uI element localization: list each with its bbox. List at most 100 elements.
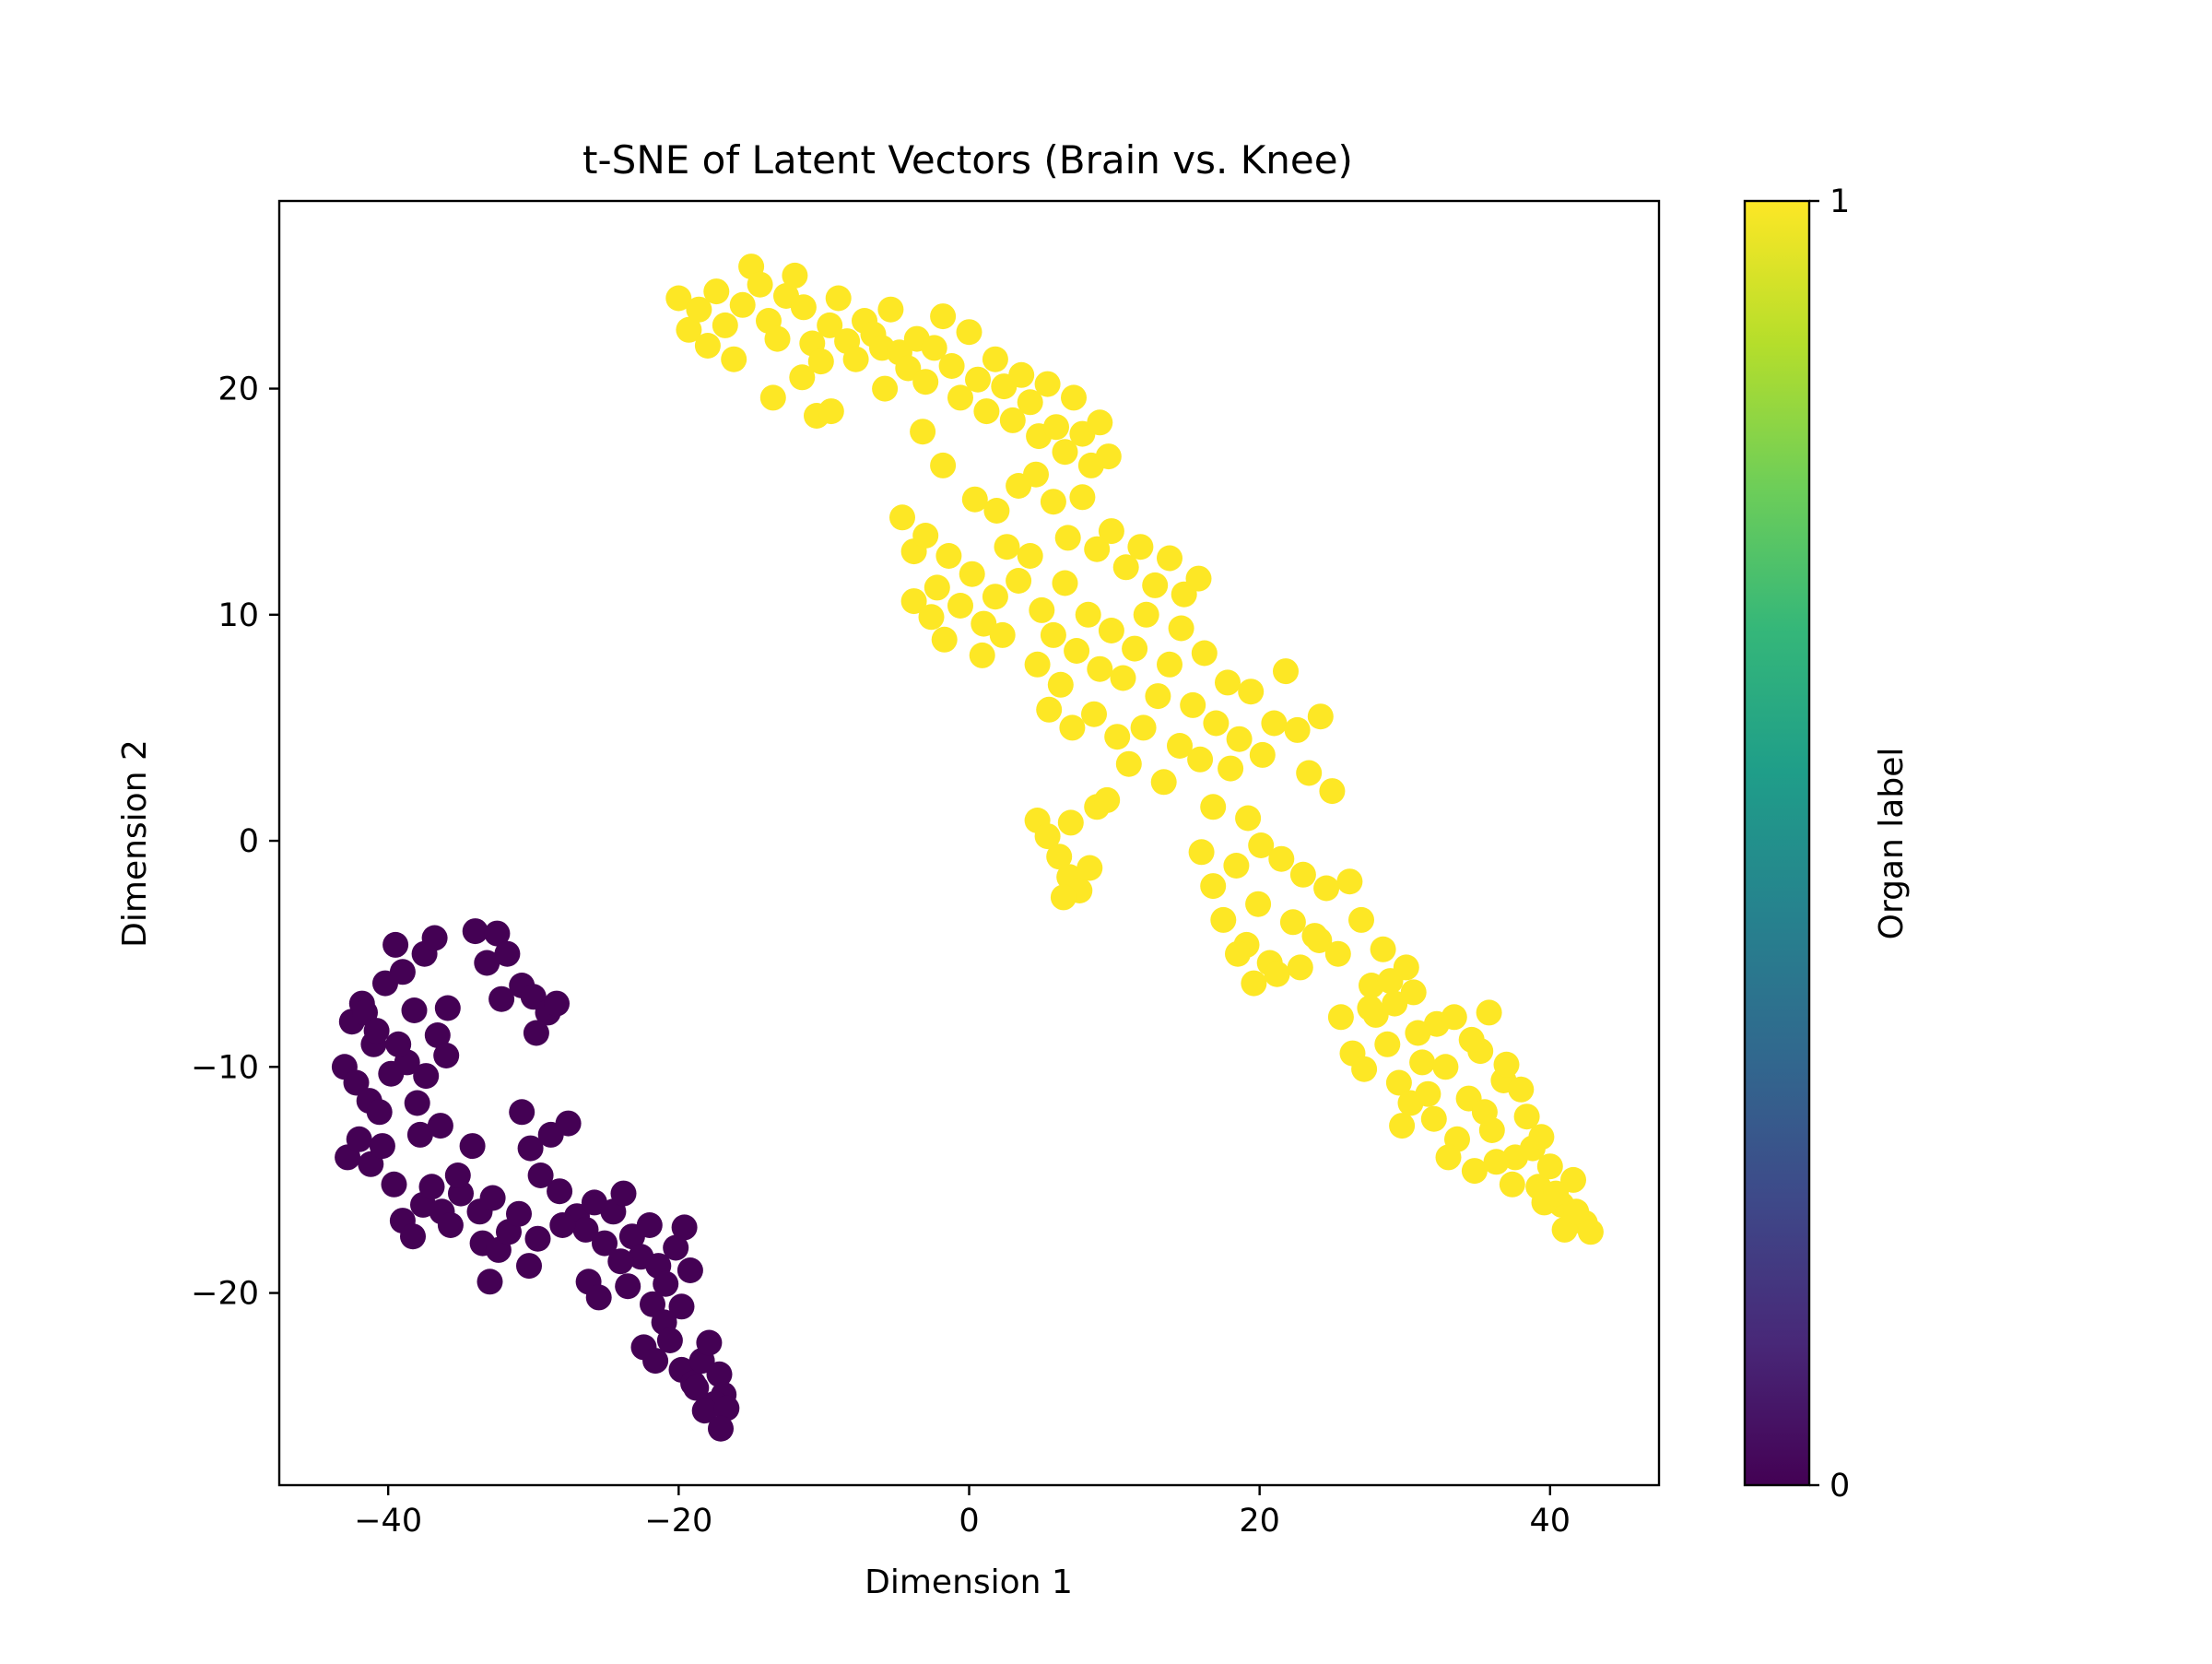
scatter-point-label-1 bbox=[1104, 724, 1131, 750]
scatter-point-label-0 bbox=[677, 1257, 703, 1283]
scatter-point-label-1 bbox=[790, 294, 817, 321]
scatter-point-label-1 bbox=[1050, 884, 1077, 911]
colorbar bbox=[1743, 199, 1811, 1487]
scatter-point-label-1 bbox=[1218, 755, 1244, 782]
scatter-point-label-1 bbox=[1077, 855, 1103, 881]
scatter-point-label-0 bbox=[459, 1133, 486, 1160]
scatter-point-label-1 bbox=[1017, 543, 1043, 569]
scatter-point-label-1 bbox=[971, 610, 997, 637]
scatter-point-label-1 bbox=[1036, 696, 1063, 723]
scatter-point-label-1 bbox=[1040, 489, 1066, 515]
scatter-point-label-1 bbox=[1273, 658, 1299, 685]
scatter-point-label-1 bbox=[1508, 1076, 1535, 1103]
scatter-point-label-1 bbox=[1191, 640, 1218, 667]
scatter-point-label-1 bbox=[889, 504, 915, 531]
scatter-point-label-0 bbox=[494, 940, 521, 967]
scatter-point-label-1 bbox=[1577, 1219, 1604, 1245]
y-tick-label: −10 bbox=[191, 1049, 259, 1086]
scatter-point-label-1 bbox=[1374, 1031, 1401, 1057]
scatter-point-label-1 bbox=[1046, 844, 1073, 870]
scatter-point-label-0 bbox=[615, 1273, 641, 1300]
y-axis-label: Dimension 2 bbox=[116, 739, 154, 948]
scatter-point-label-1 bbox=[1241, 970, 1267, 997]
scatter-point-label-0 bbox=[509, 1099, 535, 1126]
scatter-point-label-0 bbox=[636, 1212, 663, 1238]
scatter-point-label-1 bbox=[1024, 651, 1051, 678]
scatter-point-label-1 bbox=[1122, 635, 1148, 662]
scatter-point-label-1 bbox=[1185, 565, 1212, 592]
scatter-point-label-1 bbox=[1223, 853, 1250, 879]
scatter-point-label-1 bbox=[1130, 714, 1157, 741]
scatter-point-label-1 bbox=[1536, 1153, 1563, 1180]
scatter-point-label-1 bbox=[1095, 443, 1122, 470]
scatter-point-label-1 bbox=[1008, 361, 1035, 388]
scatter-point-label-1 bbox=[818, 398, 844, 425]
scatter-point-label-1 bbox=[1499, 1171, 1525, 1198]
y-tick-label: 0 bbox=[239, 823, 259, 860]
scatter-point-label-1 bbox=[1351, 1056, 1378, 1082]
scatter-point-label-1 bbox=[872, 375, 899, 402]
scatter-point-label-1 bbox=[1203, 710, 1230, 737]
scatter-point-label-0 bbox=[421, 925, 448, 951]
scatter-point-label-0 bbox=[642, 1348, 669, 1375]
scatter-point-label-0 bbox=[527, 1162, 554, 1188]
scatter-point-label-0 bbox=[401, 997, 428, 1023]
scatter-point-label-1 bbox=[1385, 1069, 1412, 1096]
scatter-point-label-1 bbox=[1064, 638, 1090, 664]
scatter-point-label-0 bbox=[424, 1022, 451, 1048]
scatter-point-label-1 bbox=[1057, 809, 1084, 836]
y-tick-label: −20 bbox=[191, 1276, 259, 1313]
scatter-point-label-1 bbox=[676, 316, 702, 343]
scatter-point-label-1 bbox=[1370, 936, 1396, 962]
scatter-point-label-0 bbox=[382, 931, 409, 958]
scatter-point-label-1 bbox=[912, 369, 939, 395]
scatter-point-label-1 bbox=[1513, 1103, 1540, 1130]
colorbar-tick-label: 0 bbox=[1830, 1468, 1850, 1505]
scatter-point-label-1 bbox=[912, 523, 939, 549]
scatter-point-label-1 bbox=[956, 319, 982, 346]
scatter-point-label-0 bbox=[444, 1162, 471, 1188]
scatter-point-label-1 bbox=[982, 584, 1008, 610]
scatter-point-label-1 bbox=[1296, 760, 1323, 786]
scatter-point-label-0 bbox=[708, 1415, 734, 1442]
scatter-point-label-1 bbox=[729, 291, 756, 318]
scatter-point-label-1 bbox=[921, 335, 947, 361]
scatter-point-label-0 bbox=[549, 1212, 576, 1238]
scatter-point-label-0 bbox=[488, 985, 515, 1012]
scatter-point-label-0 bbox=[607, 1248, 634, 1275]
scatter-point-label-1 bbox=[1543, 1180, 1570, 1207]
scatter-point-label-1 bbox=[1289, 861, 1316, 888]
scatter-point-label-0 bbox=[434, 995, 461, 1021]
scatter-point-label-1 bbox=[931, 626, 958, 653]
scatter-point-label-1 bbox=[982, 346, 1008, 372]
scatter-point-label-1 bbox=[1043, 414, 1069, 441]
scatter-point-label-0 bbox=[406, 1121, 433, 1148]
scatter-point-label-1 bbox=[983, 498, 1010, 524]
scatter-point-label-1 bbox=[935, 543, 962, 569]
scatter-point-label-1 bbox=[1047, 671, 1074, 698]
scatter-point-label-0 bbox=[683, 1375, 710, 1401]
scatter-point-label-1 bbox=[947, 384, 973, 411]
scatter-point-label-1 bbox=[1432, 1054, 1459, 1080]
scatter-point-label-1 bbox=[825, 285, 852, 312]
scatter-point-label-1 bbox=[1023, 461, 1049, 488]
scatter-point-label-1 bbox=[910, 419, 936, 445]
scatter-point-label-0 bbox=[585, 1284, 612, 1311]
scatter-point-label-0 bbox=[706, 1361, 733, 1387]
scatter-point-label-1 bbox=[1435, 1144, 1462, 1171]
scatter-point-label-1 bbox=[1098, 518, 1124, 545]
scatter-point-label-1 bbox=[712, 312, 738, 338]
scatter-point-label-1 bbox=[965, 366, 991, 393]
scatter-point-label-1 bbox=[1061, 384, 1087, 411]
scatter-point-label-1 bbox=[1471, 1099, 1498, 1126]
scatter-point-label-1 bbox=[1348, 906, 1374, 933]
scatter-point-label-1 bbox=[721, 346, 747, 372]
scatter-point-label-1 bbox=[877, 296, 904, 323]
scatter-point-label-1 bbox=[1382, 990, 1408, 1017]
scatter-point-label-1 bbox=[1133, 601, 1159, 628]
scatter-point-label-1 bbox=[1235, 805, 1262, 832]
scatter-point-label-1 bbox=[1142, 572, 1169, 598]
scatter-point-label-0 bbox=[346, 1126, 372, 1152]
scatter-point-label-1 bbox=[1059, 714, 1086, 741]
scatter-point-label-0 bbox=[656, 1328, 683, 1353]
